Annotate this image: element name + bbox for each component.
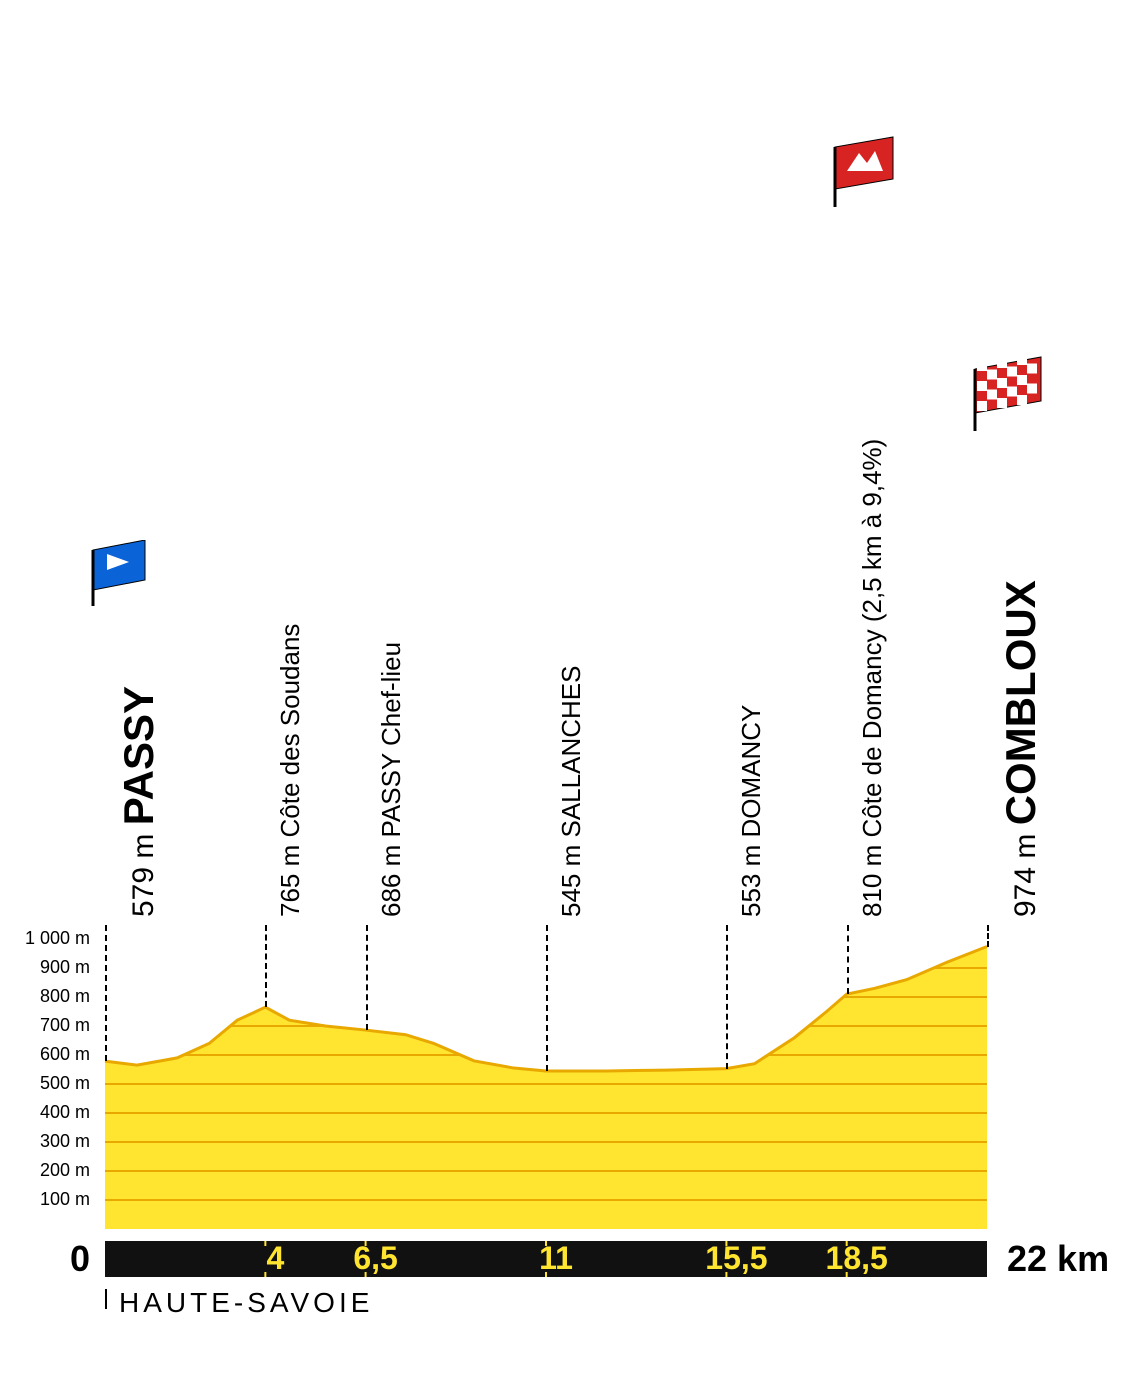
waypoint-name: SALLANCHES: [556, 666, 586, 838]
waypoint-altitude: 686 m: [376, 838, 406, 918]
waypoint-leader: [265, 925, 267, 1007]
x-tick-label: 18,5: [822, 1240, 892, 1277]
elevation-profile-chart: 100 m 200 m 300 m 400 m 500 m 600 m 700 m 800 m…: [0, 0, 1140, 1374]
waypoint-name: PASSY Chef-lieu: [376, 642, 406, 838]
waypoint-altitude: 553 m: [736, 838, 766, 918]
y-axis-label: 1 000 m: [15, 928, 90, 949]
region-label: HAUTE-SAVOIE: [119, 1287, 373, 1319]
waypoint-label: 810 m Côte de Domancy (2,5 km à 9,4%): [857, 439, 888, 917]
y-axis-label: 900 m: [15, 957, 90, 978]
waypoint-label: 974 m COMBLOUX: [997, 580, 1045, 917]
y-axis-label: 200 m: [15, 1160, 90, 1181]
y-axis-label: 700 m: [15, 1015, 90, 1036]
waypoint-label: 765 m Côte des Soudans: [275, 624, 306, 917]
y-axis-label: 400 m: [15, 1102, 90, 1123]
waypoint-altitude: 810 m: [857, 838, 887, 918]
waypoint-leader: [105, 925, 107, 1061]
x-tick-label: 15,5: [701, 1240, 771, 1277]
waypoint-leader: [366, 925, 368, 1030]
mountain-flag-icon: [827, 135, 905, 218]
waypoint-label: 579 m PASSY: [115, 686, 163, 917]
waypoint-leader: [847, 925, 849, 994]
y-axis-label: 300 m: [15, 1131, 90, 1152]
y-axis-label: 600 m: [15, 1044, 90, 1065]
waypoint-altitude: 974 m: [1009, 825, 1042, 917]
waypoint-leader: [987, 925, 989, 947]
waypoint-label: 686 m PASSY Chef-lieu: [376, 642, 407, 917]
x-tick-label: 6,5: [341, 1240, 411, 1277]
waypoint-name: Côte des Soudans: [275, 624, 305, 838]
y-axis-label: 800 m: [15, 986, 90, 1007]
waypoint-altitude: 579 m: [127, 825, 160, 917]
x-tick-label: 11: [521, 1240, 591, 1277]
waypoint-name: Côte de Domancy (2,5 km à 9,4%): [857, 439, 887, 838]
waypoint-name: COMBLOUX: [997, 580, 1044, 825]
waypoint-name: DOMANCY: [736, 705, 766, 838]
finish-flag-icon: [967, 355, 1053, 440]
waypoint-label: 553 m DOMANCY: [736, 705, 767, 917]
waypoint-leader: [726, 925, 728, 1069]
waypoint-altitude: 765 m: [275, 838, 305, 918]
y-axis-label: 100 m: [15, 1189, 90, 1210]
start-flag-icon: [85, 540, 155, 615]
region-start-tick: [105, 1289, 107, 1309]
waypoint-label: 545 m SALLANCHES: [556, 666, 587, 917]
waypoint-leader: [546, 925, 548, 1071]
waypoint-name: PASSY: [115, 686, 162, 825]
x-tick-label: 4: [240, 1240, 310, 1277]
x-end-label: 22 km: [1007, 1238, 1109, 1280]
waypoint-altitude: 545 m: [556, 838, 586, 918]
y-axis-label: 500 m: [15, 1073, 90, 1094]
x-start-label: 0: [70, 1238, 90, 1280]
